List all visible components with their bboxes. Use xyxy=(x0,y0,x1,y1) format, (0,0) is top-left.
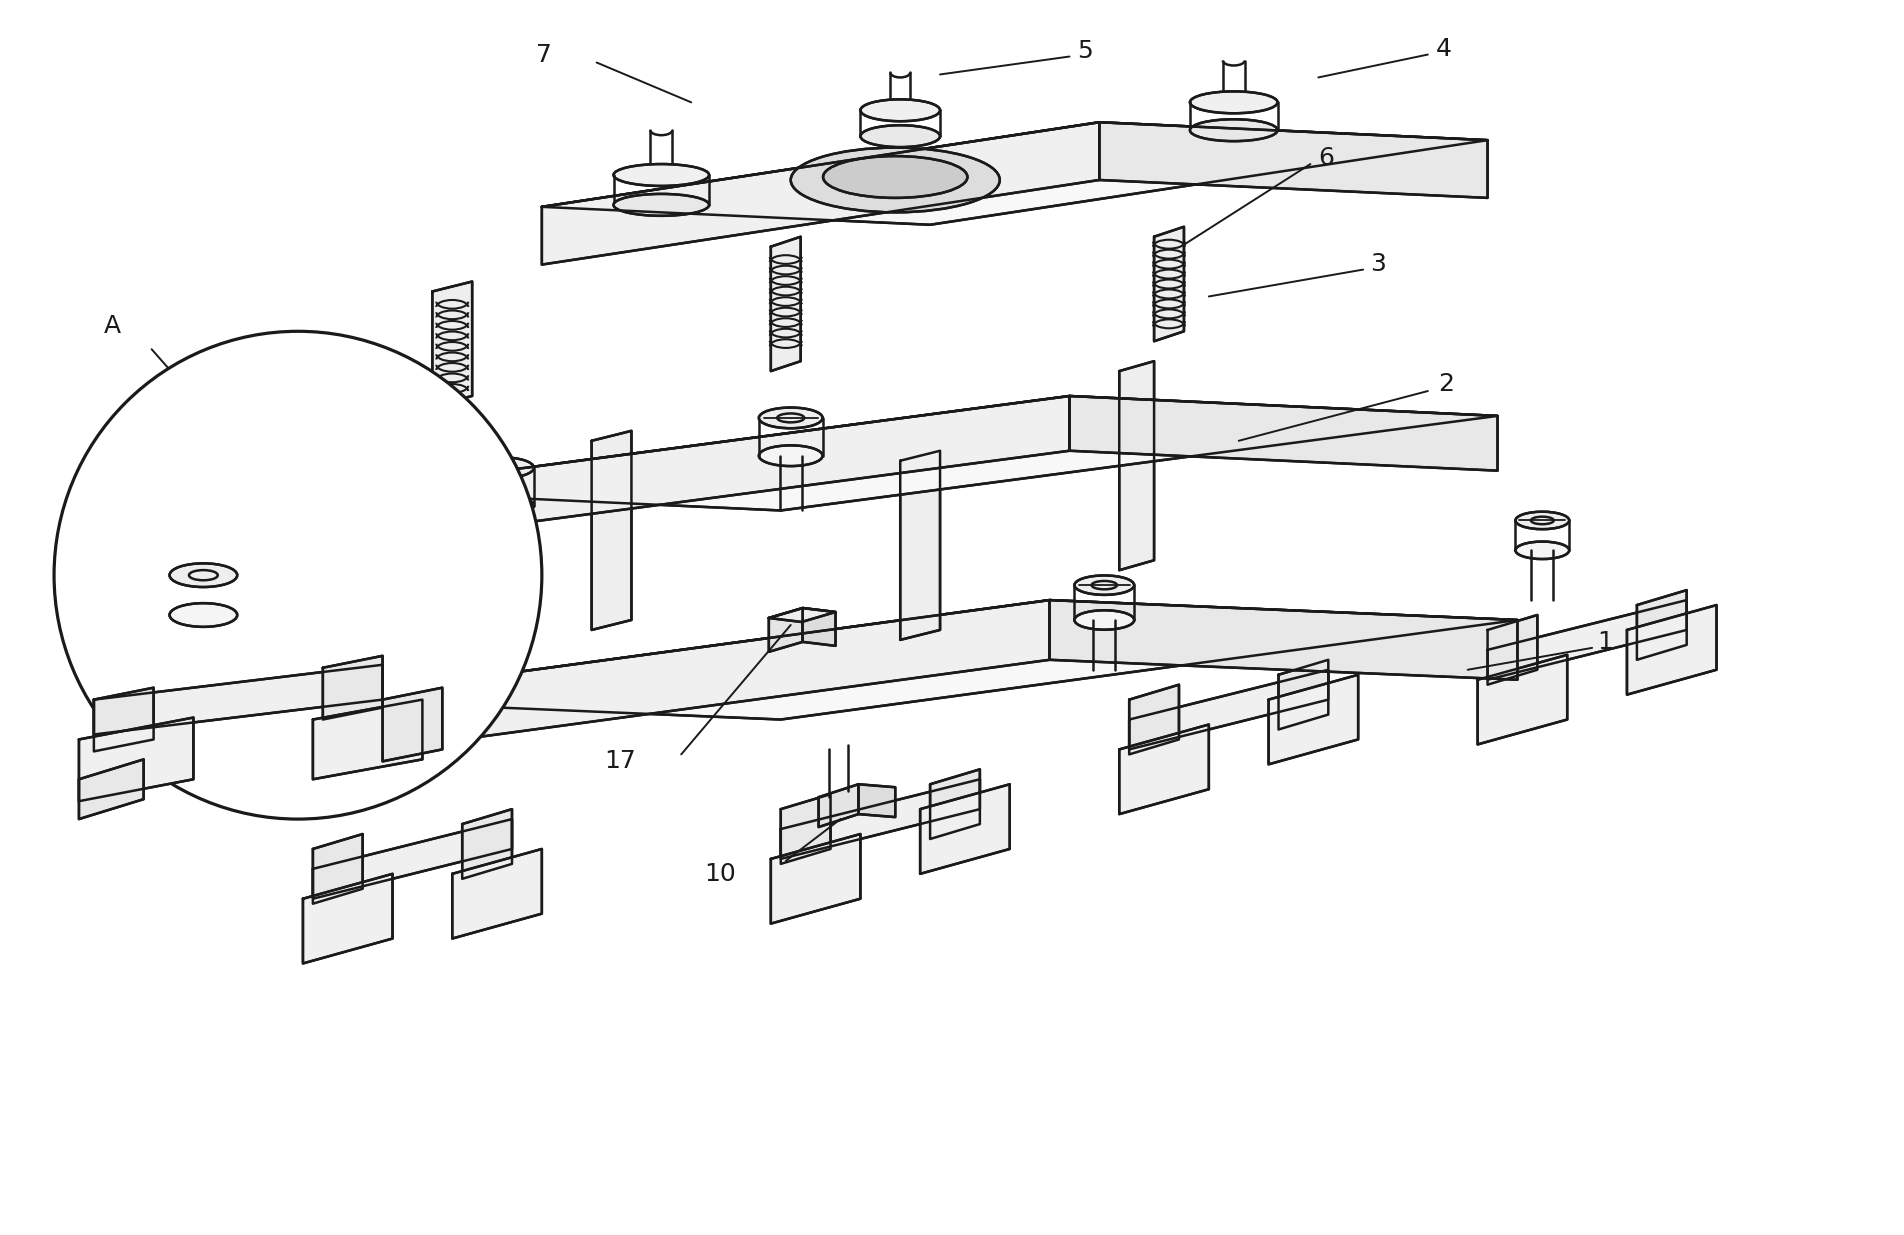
Polygon shape xyxy=(93,664,383,735)
Polygon shape xyxy=(78,760,143,819)
Polygon shape xyxy=(312,700,423,779)
Ellipse shape xyxy=(861,99,941,121)
Ellipse shape xyxy=(1074,576,1135,595)
Polygon shape xyxy=(819,784,859,827)
Polygon shape xyxy=(303,874,392,963)
Text: 17: 17 xyxy=(605,750,636,773)
Text: 5: 5 xyxy=(1078,38,1093,63)
Text: 11: 11 xyxy=(268,750,299,773)
Ellipse shape xyxy=(169,603,238,627)
Polygon shape xyxy=(901,451,941,640)
Text: 1: 1 xyxy=(1597,630,1613,653)
Polygon shape xyxy=(1278,659,1329,730)
Polygon shape xyxy=(78,718,194,802)
Ellipse shape xyxy=(1516,511,1569,529)
Ellipse shape xyxy=(613,164,708,186)
Polygon shape xyxy=(352,396,1498,510)
Polygon shape xyxy=(383,688,442,761)
Polygon shape xyxy=(803,608,836,646)
Polygon shape xyxy=(1120,361,1154,571)
Polygon shape xyxy=(1626,605,1717,694)
Text: 7: 7 xyxy=(535,42,552,67)
Polygon shape xyxy=(463,809,512,879)
Polygon shape xyxy=(543,122,1099,264)
Ellipse shape xyxy=(470,457,533,478)
Ellipse shape xyxy=(823,156,967,198)
Polygon shape xyxy=(920,784,1009,874)
Polygon shape xyxy=(312,600,1517,720)
Text: A: A xyxy=(105,315,122,338)
Polygon shape xyxy=(352,396,1070,546)
Polygon shape xyxy=(1049,600,1517,679)
Polygon shape xyxy=(432,282,472,406)
Circle shape xyxy=(53,331,543,819)
Text: 10: 10 xyxy=(704,862,737,885)
Ellipse shape xyxy=(169,563,238,587)
Polygon shape xyxy=(859,784,895,818)
Polygon shape xyxy=(771,834,861,924)
Polygon shape xyxy=(1154,227,1184,341)
Ellipse shape xyxy=(613,194,708,216)
Polygon shape xyxy=(781,794,830,864)
Ellipse shape xyxy=(861,125,941,147)
Ellipse shape xyxy=(1190,120,1278,141)
Text: 3: 3 xyxy=(1371,252,1386,275)
Polygon shape xyxy=(93,688,154,751)
Polygon shape xyxy=(769,608,836,622)
Polygon shape xyxy=(543,122,1487,225)
Polygon shape xyxy=(771,237,802,370)
Polygon shape xyxy=(432,500,472,710)
Ellipse shape xyxy=(1074,610,1135,630)
Ellipse shape xyxy=(760,446,823,466)
Polygon shape xyxy=(312,600,1049,760)
Polygon shape xyxy=(592,431,632,630)
Polygon shape xyxy=(1487,615,1537,684)
Polygon shape xyxy=(324,656,383,720)
Polygon shape xyxy=(781,779,981,858)
Ellipse shape xyxy=(1516,542,1569,559)
Polygon shape xyxy=(1129,684,1179,755)
Polygon shape xyxy=(1099,122,1487,198)
Polygon shape xyxy=(1487,600,1687,679)
Ellipse shape xyxy=(1190,91,1278,114)
Polygon shape xyxy=(312,834,362,904)
Text: 6: 6 xyxy=(1318,146,1335,170)
Ellipse shape xyxy=(470,495,533,516)
Text: 2: 2 xyxy=(1438,372,1455,396)
Polygon shape xyxy=(1268,674,1358,764)
Polygon shape xyxy=(1478,655,1567,745)
Polygon shape xyxy=(1637,590,1687,659)
Polygon shape xyxy=(769,608,803,652)
Ellipse shape xyxy=(790,148,1000,212)
Text: 4: 4 xyxy=(1436,37,1453,61)
Polygon shape xyxy=(312,819,512,899)
Polygon shape xyxy=(453,848,543,939)
Polygon shape xyxy=(1070,396,1498,471)
Polygon shape xyxy=(1120,725,1209,814)
Polygon shape xyxy=(929,769,981,839)
Ellipse shape xyxy=(760,408,823,429)
Polygon shape xyxy=(1129,669,1329,750)
